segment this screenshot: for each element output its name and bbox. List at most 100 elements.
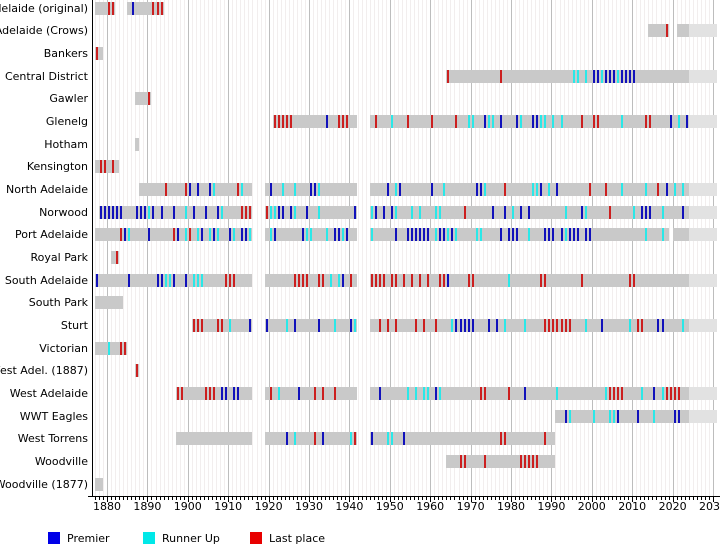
- runner-up-stripe: [318, 205, 321, 219]
- decade-gridline: [511, 0, 512, 496]
- year-gridline: [422, 0, 424, 496]
- axis-tick-label: 1880: [93, 500, 121, 513]
- year-gridline: [438, 0, 440, 496]
- axis-tick: [414, 497, 415, 500]
- year-gridline: [555, 0, 557, 496]
- team-label: Adelaide (Crows): [0, 24, 88, 38]
- last-place-stripe: [524, 454, 527, 468]
- last-place-stripe: [209, 386, 211, 400]
- axis-tick: [296, 497, 298, 500]
- decade-gridline: [147, 0, 149, 496]
- axis-tick: [199, 497, 201, 500]
- year-gridline: [563, 0, 565, 496]
- last-place-stripe: [116, 250, 119, 264]
- year-gridline: [595, 0, 597, 496]
- last-place-stripe: [520, 454, 523, 468]
- axis-tick: [704, 497, 706, 500]
- runner-up-stripe: [544, 114, 547, 128]
- premier-stripe: [200, 228, 203, 242]
- premier-stripe: [645, 205, 648, 219]
- premier-stripe: [419, 228, 422, 242]
- last-place-stripe: [374, 273, 377, 287]
- last-place-stripe: [532, 454, 535, 468]
- team-bar-future-segment: [688, 114, 718, 128]
- runner-up-stripe: [439, 386, 442, 400]
- last-place-stripe: [394, 273, 397, 287]
- runner-up-stripe: [600, 69, 603, 83]
- year-gridline: [648, 0, 650, 496]
- axis-tick: [434, 497, 436, 500]
- year-gridline: [276, 0, 278, 496]
- premier-stripe: [415, 228, 417, 242]
- axis-tick: [159, 497, 161, 500]
- premier-stripe: [225, 386, 228, 400]
- last-place-stripe: [544, 318, 547, 332]
- premier-stripe: [188, 182, 191, 196]
- last-place-stripe: [95, 46, 98, 60]
- axis-tick: [309, 497, 310, 502]
- year-gridline: [369, 0, 371, 496]
- axis-tick: [317, 497, 319, 500]
- axis-tick: [486, 497, 488, 500]
- runner-up-stripe: [677, 114, 680, 128]
- axis-tick-label: 1920: [254, 500, 283, 513]
- decade-gridline: [187, 0, 189, 496]
- last-place-stripe: [544, 273, 547, 287]
- team-label: Adelaide (original): [0, 1, 88, 15]
- last-place-stripe: [568, 318, 571, 332]
- year-gridline: [240, 0, 242, 496]
- premier-stripe: [229, 228, 232, 242]
- axis-tick-label: 1970: [456, 500, 485, 513]
- axis-tick: [648, 497, 650, 500]
- last-place-stripe: [657, 182, 660, 196]
- team-bar-segment: [648, 24, 669, 38]
- year-gridline: [490, 0, 492, 496]
- year-gridline: [171, 0, 173, 496]
- runner-up-stripe: [394, 205, 397, 219]
- axis-tick: [551, 497, 553, 502]
- runner-up-stripe: [443, 182, 446, 196]
- year-gridline: [305, 0, 306, 496]
- axis-tick: [490, 497, 492, 500]
- runner-up-stripe: [249, 228, 252, 242]
- team-label: Woodville (1877): [0, 477, 88, 491]
- year-gridline: [143, 0, 145, 496]
- year-gridline: [486, 0, 488, 496]
- last-place-stripe: [609, 386, 611, 400]
- year-gridline: [325, 0, 327, 496]
- last-place-stripe: [277, 114, 280, 128]
- runner-up-stripe: [681, 318, 684, 332]
- runner-up-stripe: [604, 386, 607, 400]
- last-place-stripe: [334, 386, 337, 400]
- year-gridline: [119, 0, 121, 496]
- team-bar-segment: [94, 46, 103, 60]
- runner-up-stripe: [661, 205, 664, 219]
- premier-stripe: [471, 318, 474, 332]
- runner-up-stripe: [200, 273, 203, 287]
- team-bar-segment: [264, 318, 358, 332]
- year-gridline: [603, 0, 605, 496]
- runner-up-stripe: [326, 228, 329, 242]
- last-place-stripe: [221, 318, 224, 332]
- axis-tick: [325, 497, 327, 500]
- year-gridline: [175, 0, 177, 496]
- year-gridline: [256, 0, 258, 496]
- decade-gridline: [309, 0, 310, 496]
- last-place-stripe: [217, 318, 220, 332]
- premier-stripe: [512, 228, 514, 242]
- runner-up-stripe: [229, 318, 232, 332]
- runner-up-stripe: [184, 205, 187, 219]
- premier-stripe: [249, 318, 252, 332]
- axis-tick: [333, 497, 335, 500]
- premier-stripe: [285, 432, 288, 446]
- year-gridline: [704, 0, 706, 496]
- axis-tick: [94, 497, 96, 500]
- last-place-stripe: [293, 273, 296, 287]
- axis-tick: [430, 497, 432, 502]
- premier-stripe: [540, 182, 543, 196]
- last-place-stripe: [499, 432, 502, 446]
- legend-label-last-place: Last place: [269, 532, 326, 545]
- axis-tick: [696, 497, 698, 500]
- axis-tick: [555, 497, 557, 500]
- axis-tick: [244, 497, 246, 500]
